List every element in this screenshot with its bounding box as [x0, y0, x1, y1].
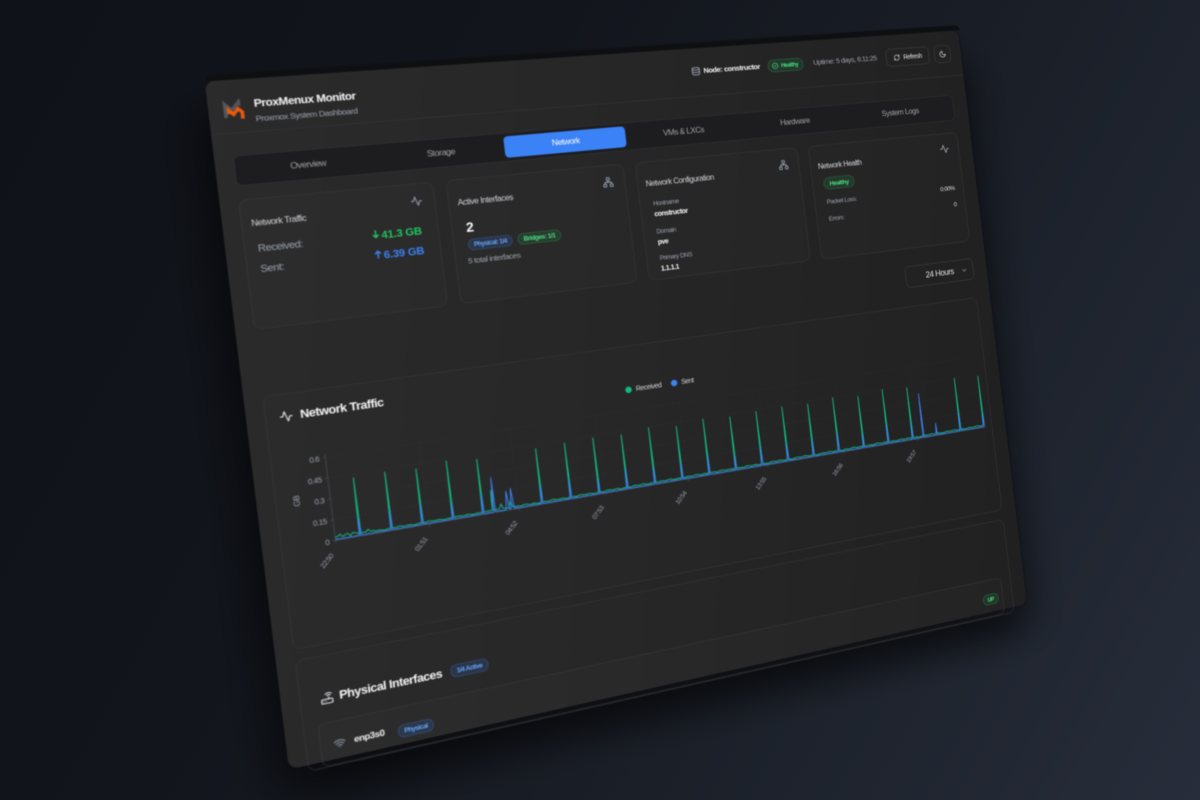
svg-text:04:52: 04:52 — [504, 520, 520, 537]
svg-text:0: 0 — [325, 538, 331, 547]
svg-text:22:50: 22:50 — [318, 552, 335, 570]
svg-text:0.3: 0.3 — [314, 497, 326, 507]
svg-text:07:53: 07:53 — [590, 504, 605, 521]
svg-text:GB: GB — [291, 494, 302, 507]
svg-text:16:56: 16:56 — [831, 462, 844, 477]
svg-text:10:54: 10:54 — [674, 489, 689, 506]
svg-text:01:51: 01:51 — [413, 535, 430, 552]
svg-text:0.45: 0.45 — [307, 476, 323, 487]
svg-text:0.15: 0.15 — [313, 518, 329, 529]
svg-text:0.6: 0.6 — [309, 455, 321, 465]
svg-text:13:55: 13:55 — [754, 475, 768, 491]
svg-text:19:57: 19:57 — [905, 449, 918, 464]
